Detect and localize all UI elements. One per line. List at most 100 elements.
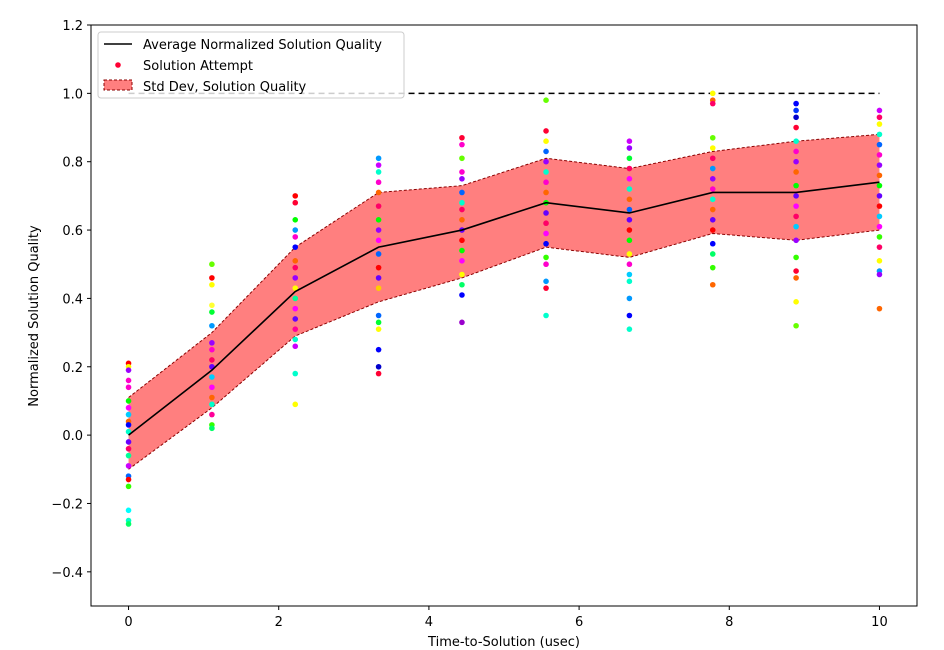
- solution-attempt-point: [459, 258, 465, 264]
- x-tick-label: 4: [425, 615, 433, 630]
- solution-attempt-point: [543, 261, 549, 268]
- solution-attempt-point: [709, 134, 716, 141]
- solution-attempt-point: [375, 370, 382, 377]
- legend: Average Normalized Solution Quality Solu…: [97, 31, 405, 99]
- solution-attempt-point: [876, 244, 883, 250]
- x-tick-label: 10: [871, 615, 888, 630]
- legend-label-stddev: Std Dev, Solution Quality: [143, 80, 307, 95]
- solution-attempt-point: [209, 357, 215, 363]
- solution-attempt-point: [375, 319, 382, 326]
- solution-attempt-point: [876, 182, 883, 189]
- solution-attempt-point: [459, 199, 465, 206]
- axes-frame: [90, 24, 918, 607]
- solution-attempt-point: [626, 227, 633, 233]
- solution-attempt-point: [375, 169, 382, 175]
- solution-attempt-point: [793, 114, 799, 121]
- solution-attempt-point: [459, 319, 465, 326]
- solution-attempt-point: [543, 210, 549, 216]
- solution-attempt-point: [793, 124, 799, 131]
- solution-attempt-point: [793, 107, 799, 114]
- solution-attempt-point: [626, 271, 633, 278]
- solution-attempt-point: [543, 220, 549, 227]
- solution-attempt-point: [125, 463, 132, 469]
- solution-attempt-point: [375, 189, 382, 196]
- solution-attempt-point: [626, 165, 633, 172]
- y-tick-label: −0.2: [51, 497, 83, 512]
- solution-attempt-point: [876, 213, 883, 220]
- solution-attempt-point: [793, 138, 799, 144]
- y-tick-label: −0.4: [51, 566, 83, 581]
- std-dev-lower-edge: [128, 229, 880, 470]
- solution-attempt-point: [709, 186, 716, 192]
- solution-attempt-point: [125, 367, 132, 373]
- solution-attempt-point: [709, 240, 716, 247]
- solution-attempt-point: [209, 281, 215, 288]
- solution-attempt-point: [209, 261, 215, 268]
- solution-attempt-point: [793, 182, 799, 189]
- solution-attempt-point: [626, 261, 633, 268]
- solution-attempt-point: [876, 234, 883, 240]
- std-dev-band: [128, 134, 880, 470]
- solution-attempt-point: [626, 138, 633, 144]
- solution-attempt-point: [125, 377, 132, 384]
- solution-attempt-point: [543, 285, 549, 291]
- solution-attempt-point: [459, 175, 465, 182]
- solution-attempt-point: [709, 90, 716, 97]
- solution-attempt-point: [876, 305, 883, 312]
- solution-attempt-point: [793, 193, 799, 199]
- solution-attempt-point: [876, 121, 883, 127]
- solution-attempt-point: [709, 264, 716, 271]
- solution-attempt-point: [543, 97, 549, 103]
- solution-attempt-point: [459, 292, 465, 298]
- solution-attempt-point: [543, 230, 549, 237]
- solution-attempt-point: [876, 114, 883, 121]
- y-tick-label: 0.2: [62, 361, 83, 376]
- solution-attempt-point: [543, 254, 549, 261]
- solution-attempt-point: [876, 223, 883, 230]
- solution-attempt-point: [292, 264, 299, 271]
- solution-attempt-point: [709, 100, 716, 107]
- solution-attempt-point: [209, 374, 215, 380]
- solution-attempt-point: [793, 237, 799, 244]
- solution-attempt-point: [292, 401, 299, 408]
- x-axis-label: Time-to-Solution (usec): [427, 635, 580, 650]
- solution-attempt-point: [543, 148, 549, 155]
- solution-attempt-point: [209, 309, 215, 315]
- solution-attempt-point: [793, 268, 799, 274]
- y-tick-label: 0.6: [62, 224, 83, 239]
- solution-attempt-point: [793, 158, 799, 165]
- solution-attempt-point: [459, 247, 465, 254]
- solution-attempt-point: [375, 363, 382, 370]
- solution-attempt-point: [709, 155, 716, 162]
- solution-attempt-point: [543, 138, 549, 144]
- solution-attempt-point: [125, 521, 132, 527]
- solution-attempt-point: [292, 227, 299, 233]
- solution-attempt-point: [876, 172, 883, 179]
- solution-attempt-point: [793, 203, 799, 209]
- solution-attempt-point: [626, 278, 633, 285]
- x-tick-label: 6: [575, 615, 583, 630]
- solution-attempt-point: [375, 203, 382, 209]
- solution-attempt-point: [209, 322, 215, 329]
- solution-attempt-point: [709, 175, 716, 182]
- solution-attempt-point: [626, 155, 633, 162]
- solution-attempt-point: [125, 483, 132, 490]
- solution-attempt-point: [626, 175, 633, 182]
- solution-attempt-point: [876, 271, 883, 278]
- x-tick-label: 8: [725, 615, 733, 630]
- solution-attempt-point: [876, 193, 883, 199]
- solution-attempt-point: [459, 237, 465, 244]
- solution-attempt-point: [459, 189, 465, 196]
- solution-attempt-point: [209, 384, 215, 391]
- solution-attempt-point: [709, 251, 716, 257]
- solution-attempt-point: [626, 251, 633, 257]
- solution-attempt-point: [626, 206, 633, 213]
- solution-attempt-point: [543, 158, 549, 165]
- solution-attempt-point: [709, 165, 716, 172]
- solution-attempt-point: [626, 186, 633, 192]
- solution-attempt-point: [209, 425, 215, 432]
- solution-attempt-point: [292, 285, 299, 291]
- solution-attempt-point: [375, 251, 382, 257]
- solution-attempt-point: [459, 169, 465, 175]
- solution-attempt-point: [543, 169, 549, 175]
